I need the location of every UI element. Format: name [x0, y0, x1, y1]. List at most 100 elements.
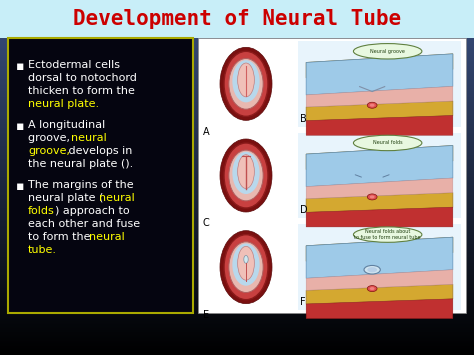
Bar	[0, 285, 474, 286]
Ellipse shape	[370, 104, 374, 107]
Bar	[0, 156, 474, 157]
Bar	[0, 190, 474, 191]
Text: A: A	[203, 127, 210, 137]
Bar	[0, 193, 474, 194]
Text: the neural plate ().: the neural plate ().	[28, 159, 133, 169]
Bar	[0, 31, 474, 32]
Bar	[0, 45, 474, 46]
Bar	[0, 337, 474, 338]
Bar	[0, 293, 474, 294]
Bar	[0, 2, 474, 3]
Bar	[0, 223, 474, 224]
Ellipse shape	[224, 235, 268, 300]
Bar	[0, 67, 474, 68]
Bar	[0, 88, 474, 89]
Bar	[0, 313, 474, 314]
Bar	[0, 97, 474, 98]
Text: Neural folds about
to fuse to form neural tube: Neural folds about to fuse to form neura…	[355, 229, 421, 240]
Bar	[0, 340, 474, 341]
Bar	[0, 12, 474, 13]
Ellipse shape	[364, 266, 380, 274]
Bar	[0, 146, 474, 147]
Bar	[0, 268, 474, 269]
Bar	[0, 142, 474, 143]
Bar	[0, 234, 474, 235]
Bar	[0, 251, 474, 252]
Bar	[0, 157, 474, 158]
Bar	[0, 230, 474, 231]
Bar	[0, 266, 474, 267]
Bar	[0, 323, 474, 324]
Bar	[0, 183, 474, 184]
Bar	[0, 49, 474, 50]
Bar	[0, 170, 474, 171]
Bar	[0, 29, 474, 30]
Bar	[0, 22, 474, 23]
Polygon shape	[306, 270, 453, 290]
Bar	[0, 220, 474, 221]
Bar	[0, 280, 474, 281]
Bar	[0, 214, 474, 215]
Bar	[0, 287, 474, 288]
Text: C: C	[203, 218, 210, 228]
Bar	[0, 236, 474, 237]
Bar	[0, 70, 474, 71]
Bar	[0, 95, 474, 96]
Bar	[0, 247, 474, 248]
Ellipse shape	[367, 194, 377, 200]
Bar	[0, 135, 474, 136]
Text: Development of Neural Tube: Development of Neural Tube	[73, 9, 401, 29]
Text: folds: folds	[28, 206, 55, 216]
Ellipse shape	[229, 150, 263, 201]
Bar	[0, 203, 474, 204]
Bar	[0, 57, 474, 58]
Bar	[0, 312, 474, 313]
Bar	[0, 224, 474, 225]
Bar	[0, 344, 474, 345]
Bar	[0, 209, 474, 210]
Bar	[0, 159, 474, 160]
Bar	[0, 184, 474, 185]
Bar	[0, 243, 474, 244]
Bar	[0, 194, 474, 195]
Bar	[0, 309, 474, 310]
Bar	[0, 83, 474, 84]
Bar	[0, 41, 474, 42]
Bar	[0, 39, 474, 40]
Bar	[0, 164, 474, 165]
Bar	[0, 42, 474, 43]
Bar	[0, 208, 474, 209]
Polygon shape	[306, 193, 453, 212]
Bar	[0, 273, 474, 274]
Ellipse shape	[232, 60, 260, 102]
Bar	[0, 298, 474, 299]
Bar	[0, 328, 474, 329]
Ellipse shape	[232, 152, 260, 194]
Bar	[0, 269, 474, 270]
Bar	[0, 121, 474, 122]
Bar	[0, 196, 474, 197]
Bar	[0, 116, 474, 117]
Ellipse shape	[367, 267, 377, 272]
Bar	[0, 75, 474, 76]
Bar	[0, 100, 474, 101]
Bar	[0, 65, 474, 66]
Bar	[0, 331, 474, 332]
Bar	[0, 13, 474, 14]
Text: neural: neural	[71, 133, 107, 143]
Bar	[0, 20, 474, 21]
Bar	[0, 333, 474, 334]
Bar	[0, 117, 474, 118]
Bar	[0, 235, 474, 236]
FancyBboxPatch shape	[8, 38, 193, 313]
Bar	[0, 338, 474, 339]
Bar	[0, 136, 474, 137]
Ellipse shape	[237, 155, 255, 189]
Bar	[0, 180, 474, 181]
Bar	[0, 255, 474, 256]
Bar	[0, 181, 474, 182]
Bar	[0, 201, 474, 202]
Bar	[0, 332, 474, 333]
Text: tube.: tube.	[28, 245, 57, 255]
Bar	[0, 167, 474, 168]
